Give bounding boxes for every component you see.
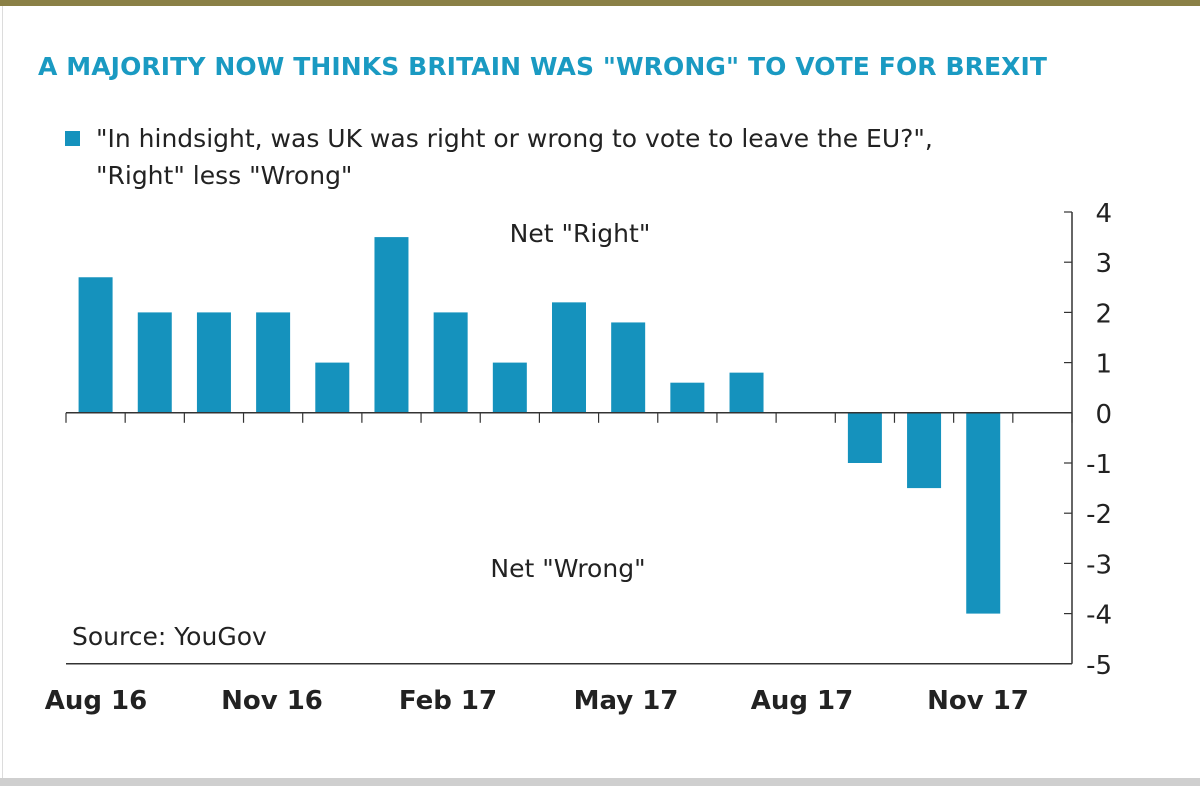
y-tick-label: -5 bbox=[1086, 651, 1112, 681]
y-tick-label: 0 bbox=[1095, 400, 1112, 430]
y-tick-label: 4 bbox=[1095, 199, 1112, 229]
legend-swatch bbox=[65, 131, 80, 146]
legend-label-line-2: "Right" less "Wrong" bbox=[96, 161, 353, 190]
bar bbox=[196, 312, 231, 413]
bottom-rule bbox=[0, 778, 1200, 786]
legend-label-line-1: "In hindsight, was UK was right or wrong… bbox=[96, 124, 933, 153]
annotation-net-right: Net "Right" bbox=[510, 219, 651, 248]
bar bbox=[611, 322, 646, 413]
bar bbox=[492, 362, 527, 413]
y-tick-label: -4 bbox=[1086, 601, 1112, 631]
bar bbox=[433, 312, 468, 413]
y-tick-label: 1 bbox=[1095, 350, 1112, 380]
annotation-net-wrong: Net "Wrong" bbox=[490, 554, 645, 583]
x-tick-label: Nov 16 bbox=[221, 686, 323, 716]
bar bbox=[256, 312, 291, 413]
bar bbox=[966, 412, 1001, 614]
x-tick-label: Aug 16 bbox=[45, 686, 147, 716]
bar bbox=[847, 412, 882, 463]
bar bbox=[137, 312, 172, 413]
bar bbox=[670, 382, 705, 413]
y-tick-label: -1 bbox=[1086, 450, 1112, 480]
bar bbox=[907, 412, 942, 489]
chart-title: A MAJORITY NOW THINKS BRITAIN WAS "WRONG… bbox=[38, 52, 1048, 81]
y-tick-label: 3 bbox=[1095, 249, 1112, 279]
x-tick-label: Nov 17 bbox=[927, 686, 1029, 716]
bar bbox=[374, 237, 409, 413]
x-tick-label: Feb 17 bbox=[399, 686, 497, 716]
x-tick-label: May 17 bbox=[574, 686, 679, 716]
legend-label: "In hindsight, was UK was right or wrong… bbox=[96, 120, 1156, 194]
y-tick-label: 2 bbox=[1095, 299, 1112, 329]
bar bbox=[315, 362, 350, 413]
bar bbox=[78, 277, 113, 413]
top-rule bbox=[0, 0, 1200, 6]
source-note: Source: YouGov bbox=[72, 622, 267, 651]
bar bbox=[729, 372, 764, 413]
bar bbox=[552, 302, 586, 413]
frame-border bbox=[2, 6, 3, 781]
y-tick-label: -3 bbox=[1086, 550, 1112, 580]
y-tick-label: -2 bbox=[1086, 500, 1112, 530]
x-tick-label: Aug 17 bbox=[751, 686, 853, 716]
